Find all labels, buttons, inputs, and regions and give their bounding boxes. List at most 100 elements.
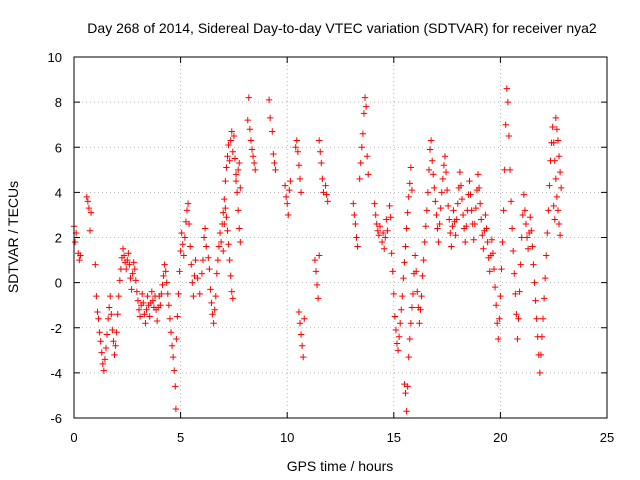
data-point	[95, 315, 102, 322]
data-point	[365, 171, 372, 178]
data-point	[520, 191, 528, 198]
data-point	[353, 234, 360, 241]
data-point	[434, 225, 441, 232]
data-point	[94, 308, 101, 316]
x-tick-label: 20	[493, 430, 507, 445]
data-point	[399, 292, 406, 300]
data-point	[194, 274, 201, 282]
data-point	[286, 186, 293, 194]
data-point	[552, 114, 560, 122]
data-point	[175, 290, 182, 298]
data-point	[202, 243, 210, 250]
data-point	[148, 288, 156, 295]
data-point	[139, 290, 146, 298]
data-point	[246, 126, 254, 133]
data-point	[492, 301, 500, 309]
data-point	[513, 311, 520, 318]
data-point	[198, 270, 206, 277]
data-point	[213, 270, 221, 277]
data-point	[550, 139, 557, 146]
data-point	[104, 315, 112, 322]
data-point	[374, 227, 382, 234]
data-point	[538, 333, 546, 340]
data-point	[188, 261, 195, 268]
data-point	[437, 204, 444, 212]
data-point	[456, 168, 464, 176]
x-tick-label: 15	[387, 430, 401, 445]
data-point	[129, 270, 136, 277]
data-point	[554, 207, 562, 214]
data-point	[163, 279, 170, 286]
data-point	[490, 265, 498, 273]
data-point	[161, 261, 168, 268]
data-point	[486, 268, 493, 275]
data-point	[217, 238, 225, 246]
data-point	[556, 168, 564, 176]
data-point	[85, 204, 93, 212]
data-point	[120, 252, 128, 259]
data-point	[186, 243, 194, 250]
data-point	[221, 220, 228, 228]
data-point	[119, 245, 127, 252]
data-point	[172, 383, 179, 390]
y-axis-label: SDTVAR / TECUs	[5, 181, 21, 293]
data-point	[502, 121, 509, 128]
data-point	[552, 175, 560, 183]
data-point	[417, 306, 424, 313]
data-point	[93, 292, 100, 300]
data-point	[449, 223, 456, 230]
data-point	[223, 164, 230, 171]
data-point	[403, 408, 410, 415]
data-point	[234, 166, 242, 174]
data-point	[544, 229, 551, 237]
data-point	[388, 250, 395, 257]
data-point	[127, 274, 134, 282]
data-point	[220, 209, 227, 216]
data-point	[532, 297, 539, 304]
data-point	[315, 252, 323, 259]
data-point	[363, 153, 371, 160]
data-point	[431, 184, 438, 192]
data-point	[480, 245, 487, 252]
data-point	[498, 265, 505, 273]
data-point	[395, 333, 403, 340]
data-point	[107, 292, 114, 300]
data-point	[371, 200, 378, 207]
data-point	[311, 256, 319, 264]
data-point	[512, 290, 519, 298]
data-point	[361, 94, 369, 101]
y-tick-label: 2	[55, 231, 62, 246]
data-point	[232, 177, 240, 185]
data-point	[92, 261, 99, 268]
data-point	[176, 268, 183, 275]
data-point	[509, 247, 517, 255]
data-point	[86, 227, 94, 234]
data-point	[405, 353, 412, 361]
data-point	[281, 182, 289, 189]
data-point	[271, 159, 278, 167]
data-point	[112, 342, 119, 349]
data-point	[228, 128, 235, 135]
data-point	[406, 335, 413, 343]
data-point	[389, 268, 396, 275]
data-point	[98, 349, 105, 356]
data-point	[227, 137, 234, 144]
data-point	[516, 288, 523, 295]
data-point	[478, 216, 485, 223]
data-point	[479, 232, 486, 239]
data-point	[319, 175, 326, 183]
data-point	[160, 272, 167, 280]
data-point	[360, 110, 368, 117]
data-point	[537, 351, 545, 359]
data-point	[489, 250, 497, 257]
data-point	[536, 369, 544, 377]
data-point	[222, 204, 229, 212]
data-point	[418, 292, 425, 300]
data-point	[442, 168, 450, 176]
data-point	[472, 204, 480, 212]
data-point	[454, 200, 461, 207]
data-point	[144, 292, 151, 300]
data-point	[209, 311, 216, 318]
data-point	[236, 225, 243, 232]
data-point	[146, 313, 153, 320]
